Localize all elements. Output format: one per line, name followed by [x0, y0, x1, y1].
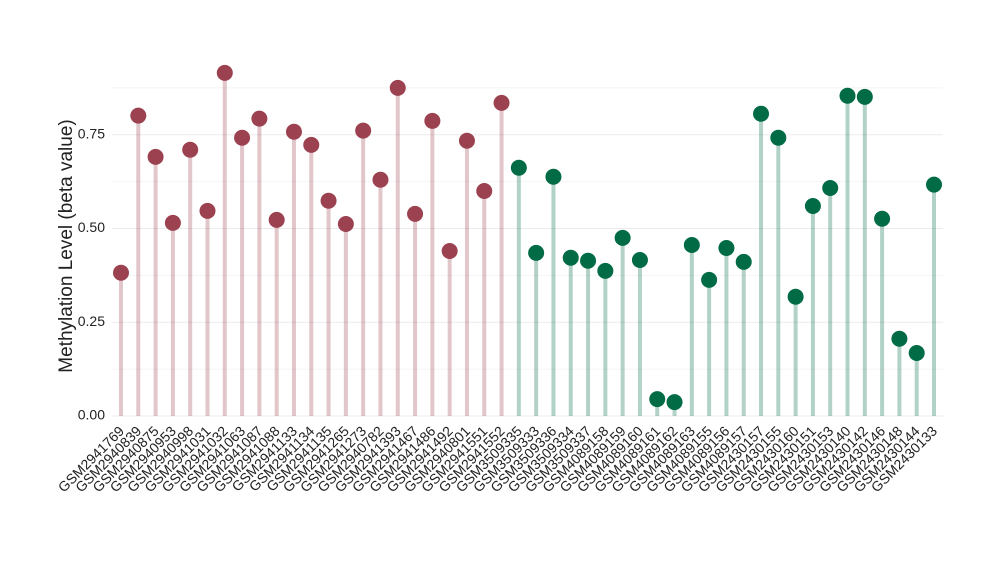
dot [389, 79, 406, 96]
dot [735, 253, 752, 270]
dot [182, 141, 199, 158]
y-axis-label: Methylation Level (beta value) [56, 119, 77, 372]
dot [926, 176, 942, 193]
dot [683, 237, 700, 253]
dot [113, 264, 129, 281]
dot [839, 87, 856, 104]
dot [718, 240, 735, 256]
dot [562, 249, 579, 266]
dot [303, 136, 320, 153]
dot [908, 345, 925, 361]
dot [528, 244, 545, 261]
dot [199, 202, 216, 219]
dot [856, 88, 873, 105]
dot [424, 112, 441, 129]
dot [268, 211, 285, 228]
dot [320, 192, 337, 209]
dot [355, 122, 372, 139]
dot [216, 64, 233, 81]
dot [631, 252, 648, 268]
dot [545, 168, 562, 185]
dot [597, 262, 614, 279]
dot [130, 107, 147, 124]
y-tick-label: 0.00 [78, 407, 105, 423]
dot [804, 198, 821, 214]
dot [164, 214, 181, 231]
dot [666, 394, 683, 411]
dot [580, 252, 597, 269]
dot [874, 210, 891, 227]
dot [251, 110, 268, 127]
dot [493, 94, 510, 111]
dot [372, 171, 389, 188]
dot [510, 159, 527, 176]
dot [822, 180, 839, 196]
dot [891, 330, 908, 347]
dot [476, 183, 493, 199]
dot [701, 271, 718, 288]
y-tick-label: 0.50 [78, 219, 105, 235]
dot [441, 243, 458, 259]
dot [753, 105, 770, 122]
dot [787, 288, 804, 305]
dot [770, 129, 787, 146]
y-tick-label: 0.25 [78, 313, 105, 329]
dot [147, 148, 164, 165]
dot [337, 216, 354, 232]
dot [285, 123, 302, 140]
dot [649, 391, 666, 408]
y-tick-label: 0.75 [78, 125, 105, 141]
dot [458, 132, 475, 149]
dot [407, 205, 424, 222]
dot [234, 129, 251, 146]
dot [614, 229, 631, 246]
